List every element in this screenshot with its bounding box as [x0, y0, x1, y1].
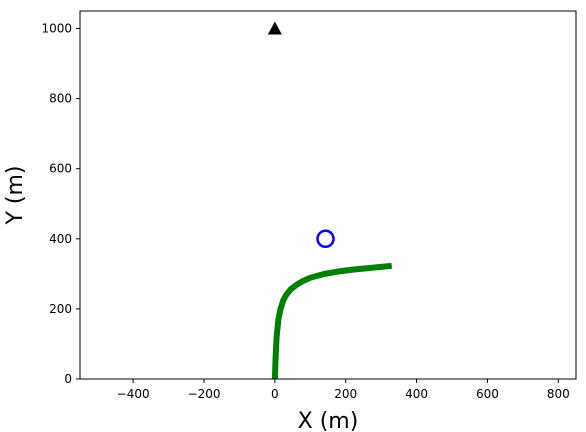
y-tick-label: 400 — [49, 232, 72, 246]
trajectory-line — [271, 262, 393, 380]
x-tick-label: −400 — [117, 387, 150, 401]
x-tick-label: −200 — [188, 387, 221, 401]
axes-frame — [79, 10, 577, 380]
y-tick-label: 600 — [49, 162, 72, 176]
y-tick-label: 0 — [64, 372, 72, 386]
x-axis-label: X (m) — [298, 409, 359, 432]
triangle-marker — [267, 21, 282, 35]
x-tick-label: 0 — [271, 387, 279, 401]
x-tick-label: 600 — [476, 387, 499, 401]
x-tick-label: 400 — [405, 387, 428, 401]
plot-area — [79, 10, 577, 380]
x-tick-label: 800 — [547, 387, 570, 401]
y-axis-label: Y (m) — [3, 165, 28, 225]
y-tick-label: 1000 — [41, 22, 72, 36]
y-tick-label: 200 — [49, 302, 72, 316]
circle-marker — [316, 229, 335, 249]
plot-background — [80, 11, 576, 379]
y-tick-label: 800 — [49, 92, 72, 106]
x-tick-label: 200 — [334, 387, 357, 401]
x-axis-ticks: −400 −200 0 200 400 600 800 — [117, 379, 570, 401]
y-axis-ticks: 0 200 400 600 800 1000 — [41, 22, 80, 386]
